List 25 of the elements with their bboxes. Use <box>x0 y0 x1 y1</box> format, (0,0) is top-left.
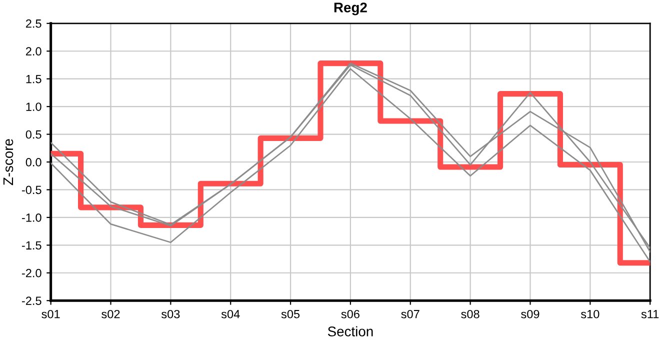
y-tick-label: -1.0 <box>22 213 42 222</box>
x-tick-label: s07 <box>401 310 420 318</box>
y-tick-label: -1.5 <box>22 241 42 250</box>
x-tick-label: s01 <box>42 310 60 318</box>
y-tick-label: 2.0 <box>26 47 42 56</box>
x-tick-label: s11 <box>641 310 659 318</box>
x-tick-label: s05 <box>281 310 300 318</box>
x-tick-label: s09 <box>521 310 540 318</box>
y-tick-label: -2.0 <box>22 268 42 278</box>
y-tick-label: -2.5 <box>22 296 42 305</box>
y-tick-label: 1.5 <box>26 74 42 84</box>
y-tick-label: 2.5 <box>26 19 42 28</box>
x-tick-label: s02 <box>102 310 120 318</box>
x-tick-label: s04 <box>221 310 240 318</box>
y-tick-label: 1.0 <box>26 102 42 111</box>
x-tick-label: s10 <box>580 310 600 318</box>
chart-title: Reg2 <box>334 2 367 16</box>
y-tick-label: -0.5 <box>22 186 42 194</box>
x-axis-title: Section <box>328 326 373 336</box>
x-tick-label: s08 <box>461 310 480 318</box>
y-axis-title: Z-score <box>3 139 14 186</box>
y-tick-label: 0.0 <box>26 158 42 166</box>
y-tick-label: 0.5 <box>26 130 42 139</box>
x-tick-label: s03 <box>161 310 180 318</box>
x-tick-label: s06 <box>341 310 360 318</box>
